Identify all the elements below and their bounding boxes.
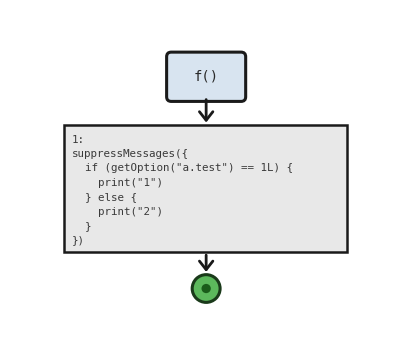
Text: f(): f() (193, 70, 219, 84)
Bar (64, 125, 347, 252)
Circle shape (202, 284, 211, 293)
Circle shape (192, 275, 220, 302)
FancyBboxPatch shape (166, 52, 246, 101)
Text: 1:
suppressMessages({
  if (getOption("a.test") == 1L) {
    print("1")
  } else: 1: suppressMessages({ if (getOption("a.t… (72, 134, 293, 245)
